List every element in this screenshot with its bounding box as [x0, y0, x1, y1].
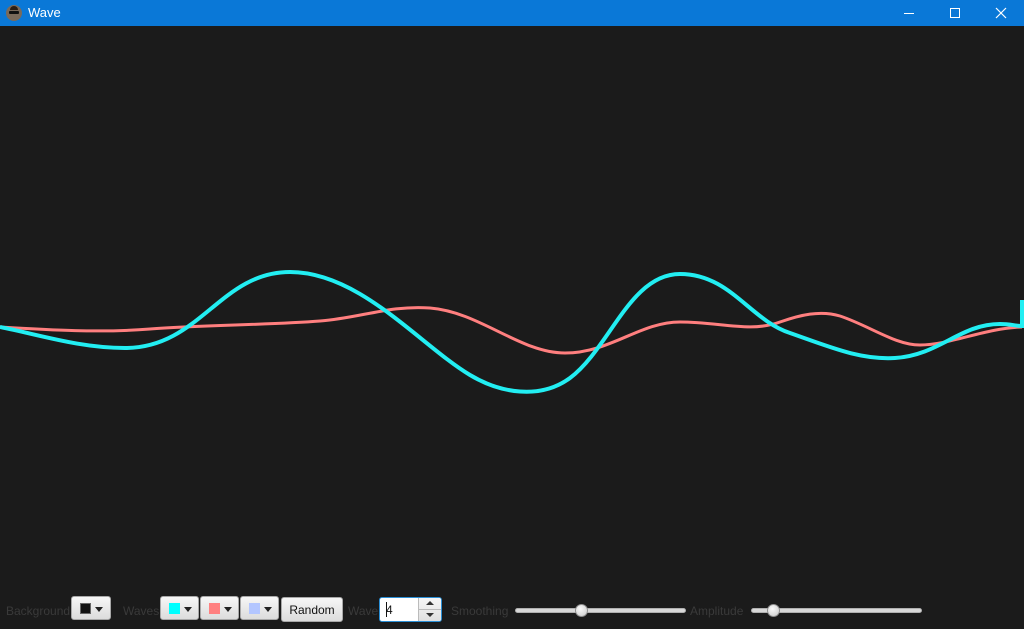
chevron-down-icon	[184, 607, 192, 612]
wave-line-red	[0, 306, 1023, 355]
minimize-icon	[904, 13, 914, 14]
spinner-decrement-button[interactable]	[419, 610, 441, 621]
chevron-down-icon	[224, 607, 232, 612]
control-toolbar: Background Waves Random Wave 4 Smoothing…	[0, 596, 1024, 626]
amplitude-slider[interactable]	[751, 604, 922, 618]
title-bar: Wave	[0, 0, 1024, 26]
chevron-down-icon	[426, 613, 434, 617]
maximize-button[interactable]	[932, 0, 978, 26]
background-color-picker[interactable]	[71, 596, 111, 620]
wave-line-cyan	[0, 269, 1024, 394]
text-cursor	[386, 602, 387, 617]
wave-color-picker-2[interactable]	[200, 596, 239, 620]
close-icon	[995, 7, 1007, 19]
waves-label: Waves	[123, 604, 160, 618]
avatar-icon	[6, 5, 22, 21]
spinner-buttons	[418, 598, 441, 621]
wave-swatch-1	[169, 603, 180, 614]
wave-count-spinner[interactable]: 4	[379, 597, 442, 622]
background-swatch	[80, 603, 91, 614]
smoothing-slider[interactable]	[515, 604, 686, 618]
wave-swatch-2	[209, 603, 220, 614]
window-title: Wave	[28, 5, 61, 20]
slider-track[interactable]	[751, 608, 922, 613]
chevron-down-icon	[95, 607, 103, 612]
background-label: Background	[6, 604, 71, 618]
slider-thumb[interactable]	[575, 604, 588, 617]
chevron-up-icon	[426, 601, 434, 605]
amplitude-label: Amplitude	[690, 604, 744, 618]
slider-thumb[interactable]	[767, 604, 780, 617]
wave-color-picker-3[interactable]	[240, 596, 279, 620]
smoothing-label: Smoothing	[451, 604, 509, 618]
random-button[interactable]: Random	[281, 597, 343, 622]
wave-swatch-3	[249, 603, 260, 614]
minimize-button[interactable]	[886, 0, 932, 26]
chevron-down-icon	[264, 607, 272, 612]
maximize-icon	[950, 8, 960, 18]
wave-canvas	[0, 26, 1024, 629]
wave-color-picker-1[interactable]	[160, 596, 199, 620]
spinner-increment-button[interactable]	[419, 598, 441, 610]
close-button[interactable]	[978, 0, 1024, 26]
wave-count-label: Wave	[348, 604, 379, 618]
slider-track[interactable]	[515, 608, 686, 613]
wave-count-value[interactable]: 4	[386, 603, 393, 617]
